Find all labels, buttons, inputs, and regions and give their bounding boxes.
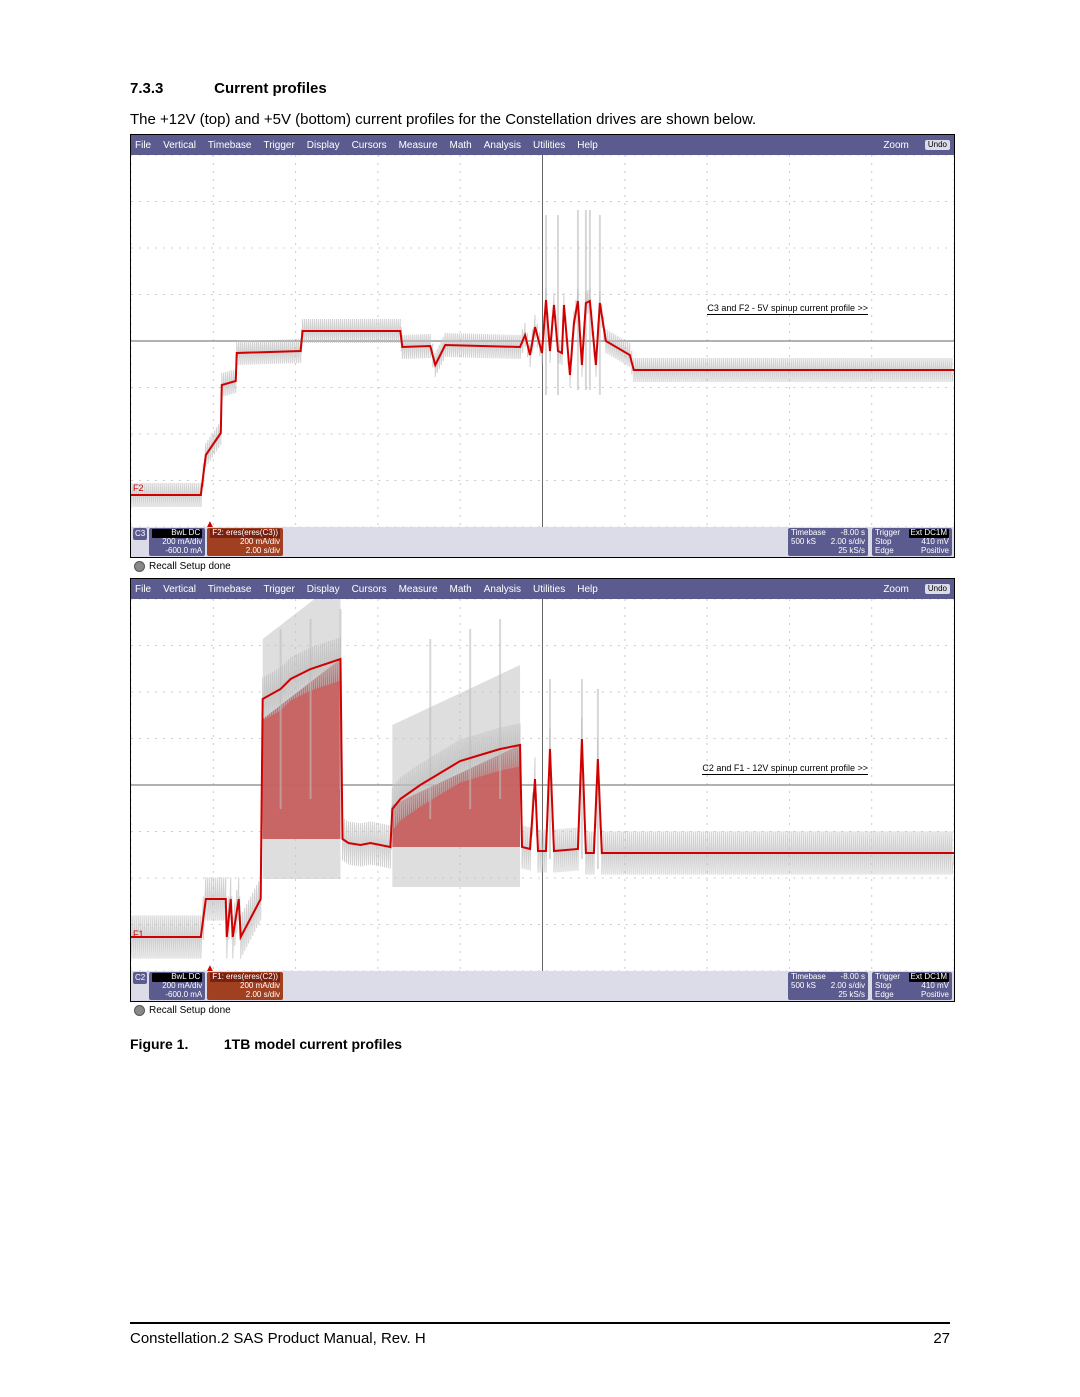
status-text: Recall Setup done (149, 1005, 231, 1016)
zoom-label[interactable]: Zoom (883, 584, 909, 595)
status-row-top: Recall Setup done (130, 558, 950, 578)
timebase-info-box: Timebase-8.00 s 500 kS2.00 s/div 25 kS/s (788, 528, 868, 556)
menu-item[interactable]: Math (450, 140, 472, 151)
plot-area-top: F2 C3 and F2 - 5V spinup current profile… (131, 155, 954, 527)
menu-item[interactable]: File (135, 140, 151, 151)
channel-label-f1: F1 (133, 929, 144, 939)
scope-info-strip-bottom: ▲ C2 BwL DC 200 mA/div -600.0 mA F1: ere… (131, 971, 954, 1001)
channel-badge: C3 (133, 528, 147, 540)
bulb-icon (134, 561, 145, 572)
menu-item[interactable]: Measure (399, 584, 438, 595)
bulb-icon (134, 1005, 145, 1016)
page-footer: Constellation.2 SAS Product Manual, Rev.… (130, 1322, 950, 1347)
menu-item[interactable]: Math (450, 584, 472, 595)
undo-button[interactable]: Undo (925, 140, 950, 150)
menu-item[interactable]: Cursors (352, 140, 387, 151)
figure-title: 1TB model current profiles (224, 1036, 402, 1052)
trigger-info-box: TriggerExt DC1M Stop410 mV EdgePositive (872, 528, 952, 556)
scope-menubar: File Vertical Timebase Trigger Display Cursor… (131, 579, 954, 599)
status-row-bottom: Recall Setup done (130, 1002, 950, 1022)
figure-caption: Figure 1. 1TB model current profiles (130, 1036, 950, 1052)
scope-menubar: File Vertical Timebase Trigger Display Cursor… (131, 135, 954, 155)
trigger-info-box: TriggerExt DC1M Stop410 mV EdgePositive (872, 972, 952, 1000)
figure-number: Figure 1. (130, 1036, 220, 1052)
section-title: Current profiles (214, 80, 327, 97)
section-heading: 7.3.3 Current profiles (130, 80, 950, 97)
menu-item[interactable]: Vertical (163, 140, 196, 151)
channel-info-box-2: F2: eres(eres(C3)) 200 mA/div 2.00 s/div (207, 528, 283, 556)
plot-area-bottom: F1 C2 and F1 - 12V spinup current profil… (131, 599, 954, 971)
channel-info-box-1: BwL DC 200 mA/div -600.0 mA (149, 972, 205, 1000)
channel-info-box-2: F1: eres(eres(C2)) 200 mA/div 2.00 s/div (207, 972, 283, 1000)
menu-item[interactable]: Analysis (484, 140, 521, 151)
menu-item[interactable]: Measure (399, 140, 438, 151)
menu-item[interactable]: Vertical (163, 584, 196, 595)
menu-item[interactable]: Cursors (352, 584, 387, 595)
menu-item[interactable]: Help (577, 584, 598, 595)
intro-text: The +12V (top) and +5V (bottom) current … (130, 111, 950, 128)
menu-item[interactable]: File (135, 584, 151, 595)
page-number: 27 (933, 1330, 950, 1347)
menu-item[interactable]: Utilities (533, 584, 565, 595)
undo-button[interactable]: Undo (925, 584, 950, 594)
menu-item[interactable]: Analysis (484, 584, 521, 595)
oscilloscope-bottom: File Vertical Timebase Trigger Display Cursor… (130, 578, 955, 1002)
menu-item[interactable]: Help (577, 140, 598, 151)
channel-info-box-1: BwL DC 200 mA/div -600.0 mA (149, 528, 205, 556)
menu-item[interactable]: Trigger (263, 140, 294, 151)
trigger-marker-icon: ▲ (205, 519, 215, 530)
trace-annotation-bottom: C2 and F1 - 12V spinup current profile >… (702, 763, 868, 775)
menu-item[interactable]: Display (307, 584, 340, 595)
menu-item[interactable]: Timebase (208, 140, 252, 151)
trace-annotation-top: C3 and F2 - 5V spinup current profile >> (707, 303, 868, 315)
menu-item[interactable]: Utilities (533, 140, 565, 151)
channel-label-f2: F2 (133, 483, 144, 493)
status-text: Recall Setup done (149, 561, 231, 572)
section-number: 7.3.3 (130, 80, 210, 97)
menu-item[interactable]: Trigger (263, 584, 294, 595)
oscilloscope-top: File Vertical Timebase Trigger Display Cursor… (130, 134, 955, 558)
channel-badge: C2 (133, 972, 147, 984)
trigger-marker-icon: ▲ (205, 963, 215, 974)
menu-item[interactable]: Timebase (208, 584, 252, 595)
timebase-info-box: Timebase-8.00 s 500 kS2.00 s/div 25 kS/s (788, 972, 868, 1000)
footer-left: Constellation.2 SAS Product Manual, Rev.… (130, 1330, 426, 1347)
zoom-label[interactable]: Zoom (883, 140, 909, 151)
menu-item[interactable]: Display (307, 140, 340, 151)
scope-info-strip-top: ▲ C3 BwL DC 200 mA/div -600.0 mA F2: ere… (131, 527, 954, 557)
